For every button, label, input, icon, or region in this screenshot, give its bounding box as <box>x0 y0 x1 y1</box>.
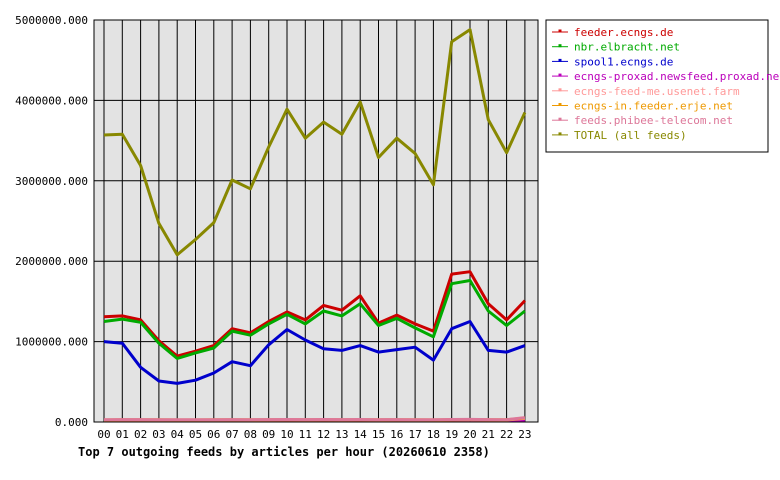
series-layer <box>103 28 527 422</box>
x-tick-label: 08 <box>244 428 257 441</box>
legend-marker <box>558 73 562 77</box>
x-tick-label: 11 <box>299 428 312 441</box>
series-line <box>103 320 526 385</box>
y-tick-label: 2000000.000 <box>15 255 88 268</box>
legend-marker <box>558 29 562 33</box>
x-tick-label: 06 <box>207 428 220 441</box>
y-tick-label: 3000000.000 <box>15 175 88 188</box>
x-tick-label: 16 <box>390 428 403 441</box>
legend-label: ecngs-in.feeder.erje.net <box>574 100 733 113</box>
legend-box <box>545 19 769 153</box>
x-tick-label: 07 <box>225 428 238 441</box>
x-tick-label: 18 <box>427 428 440 441</box>
legend-label: TOTAL (all feeds) <box>574 129 687 142</box>
legend-label: nbr.elbracht.net <box>574 41 680 54</box>
x-tick-label: 23 <box>518 428 531 441</box>
legend-label: ecngs-feed-me.usenet.farm <box>574 85 740 98</box>
legend-marker <box>558 44 562 48</box>
legend-marker <box>558 88 562 92</box>
legend-marker <box>558 117 562 121</box>
legend-label: feeds.phibee-telecom.net <box>574 114 733 127</box>
series-line <box>103 270 526 358</box>
x-tick-label: 12 <box>317 428 330 441</box>
y-tick-label: 0.000 <box>55 416 88 429</box>
y-tick-label: 4000000.000 <box>15 94 88 107</box>
x-tick-label: 21 <box>482 428 495 441</box>
plot-background <box>94 20 538 422</box>
legend-marker <box>558 58 562 62</box>
plot-frame <box>93 19 539 423</box>
x-tick-label: 15 <box>372 428 385 441</box>
x-tick-label: 09 <box>262 428 275 441</box>
x-tick-label: 22 <box>500 428 513 441</box>
x-tick-label: 20 <box>463 428 476 441</box>
x-tick-label: 01 <box>116 428 129 441</box>
series-line <box>103 416 526 422</box>
x-tick-label: 19 <box>445 428 458 441</box>
axis-layer: 0.000 1000000.000 2000000.000 3000000.000 40… <box>15 14 539 441</box>
legend-marker <box>558 132 562 136</box>
legend: feeder.ecngs.de nbr.elbracht.netspool1.ec… <box>545 19 780 153</box>
x-tick-label: 00 <box>97 428 110 441</box>
x-tick-label: 14 <box>354 428 368 441</box>
y-tick-label: 5000000.000 <box>15 14 88 27</box>
y-tick-label: 1000000.000 <box>15 336 88 349</box>
chart-title: Top 7 outgoing feeds by articles per hou… <box>78 445 490 459</box>
x-tick-label: 05 <box>189 428 202 441</box>
x-tick-label: 10 <box>280 428 293 441</box>
x-tick-label: 03 <box>152 428 165 441</box>
series-line <box>103 279 526 360</box>
x-tick-label: 17 <box>408 428 421 441</box>
legend-label: ecngs-proxad.newsfeed.proxad.net <box>574 70 780 83</box>
x-tick-label: 02 <box>134 428 147 441</box>
legend-label: spool1.ecngs.de <box>574 55 673 68</box>
x-tick-label: 13 <box>335 428 348 441</box>
x-tick-label: 04 <box>171 428 185 441</box>
series-line <box>103 28 527 257</box>
legend-label: feeder.ecngs.de <box>574 26 673 39</box>
legend-marker <box>558 103 562 106</box>
